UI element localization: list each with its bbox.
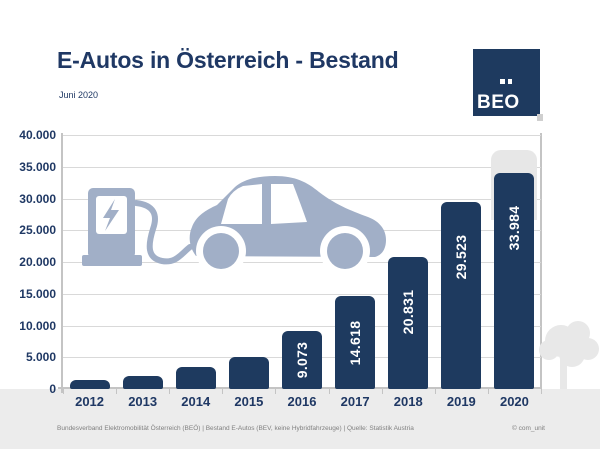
y-tick-label: 0 [49, 382, 56, 396]
footer-source-text: Bundesverband Elektromobilität Österreic… [57, 425, 414, 432]
x-tick-mark [328, 389, 330, 394]
y-tick-label: 35.000 [19, 159, 56, 174]
x-tick-mark [381, 389, 383, 394]
x-tick-label: 2017 [340, 394, 370, 409]
bar-2012 [69, 380, 110, 389]
gridline [63, 135, 541, 136]
bar-value-label: 29.523 [453, 234, 470, 279]
y-tick-label: 10.000 [19, 318, 56, 333]
x-tick-label: 2018 [393, 394, 423, 409]
x-tick-label: 2014 [181, 394, 211, 409]
plot-right-border [540, 133, 542, 389]
page-title: E-Autos in Österreich - Bestand [57, 47, 399, 73]
logo-shadow-square [537, 114, 543, 121]
y-tick-label: 5.000 [25, 350, 56, 365]
gridline [63, 325, 541, 327]
x-tick-mark [169, 389, 171, 394]
beo-logo: BEO [473, 49, 540, 116]
bar-2016 [282, 331, 322, 389]
gridline [63, 262, 541, 263]
x-tick-mark [487, 389, 489, 394]
umlaut-dot-icon [500, 79, 505, 84]
bar-value-label: 20.831 [400, 289, 417, 335]
y-tick-label: 20.000 [19, 255, 56, 269]
footer-credit-text: © com_unit [512, 425, 545, 432]
bar-2015 [228, 357, 269, 389]
x-tick-mark [275, 389, 277, 394]
bar-2019 [441, 201, 482, 389]
gridline [63, 166, 541, 168]
bar-2014 [175, 367, 216, 389]
x-tick-label: 2015 [234, 394, 264, 409]
x-tick-label: 2012 [75, 394, 105, 409]
bar-2020 [494, 173, 535, 389]
bar-value-label: 33.984 [506, 205, 523, 251]
y-axis-line [61, 133, 63, 393]
bar-value-label: 14.618 [347, 320, 364, 365]
x-tick-label: 2016 [287, 394, 317, 409]
x-tick-mark [222, 389, 224, 394]
x-tick-mark [63, 389, 64, 394]
y-tick-label: 30.000 [19, 191, 56, 206]
x-tick-label: 2019 [446, 394, 476, 409]
bottom-strip [0, 389, 600, 449]
bar-2018 [388, 256, 429, 389]
gridline [63, 198, 541, 200]
y-tick-label: 25.000 [19, 223, 56, 238]
logo-letters: BEO [477, 92, 520, 113]
bar-2013 [122, 375, 163, 389]
bar-2017 [335, 296, 376, 389]
umlaut-dot-icon [507, 79, 512, 84]
x-tick-mark [434, 389, 436, 394]
x-tick-mark [116, 389, 118, 394]
gridline [63, 293, 541, 295]
y-tick-label: 15.000 [19, 286, 56, 301]
bar-value-label: 9.073 [294, 341, 310, 379]
x-tick-mark [541, 389, 542, 394]
y-tick-label: 40.000 [19, 128, 56, 142]
x-tick-label: 2013 [128, 394, 158, 409]
x-tick-label: 2020 [499, 394, 529, 409]
page-subtitle: Juni 2020 [59, 90, 99, 100]
